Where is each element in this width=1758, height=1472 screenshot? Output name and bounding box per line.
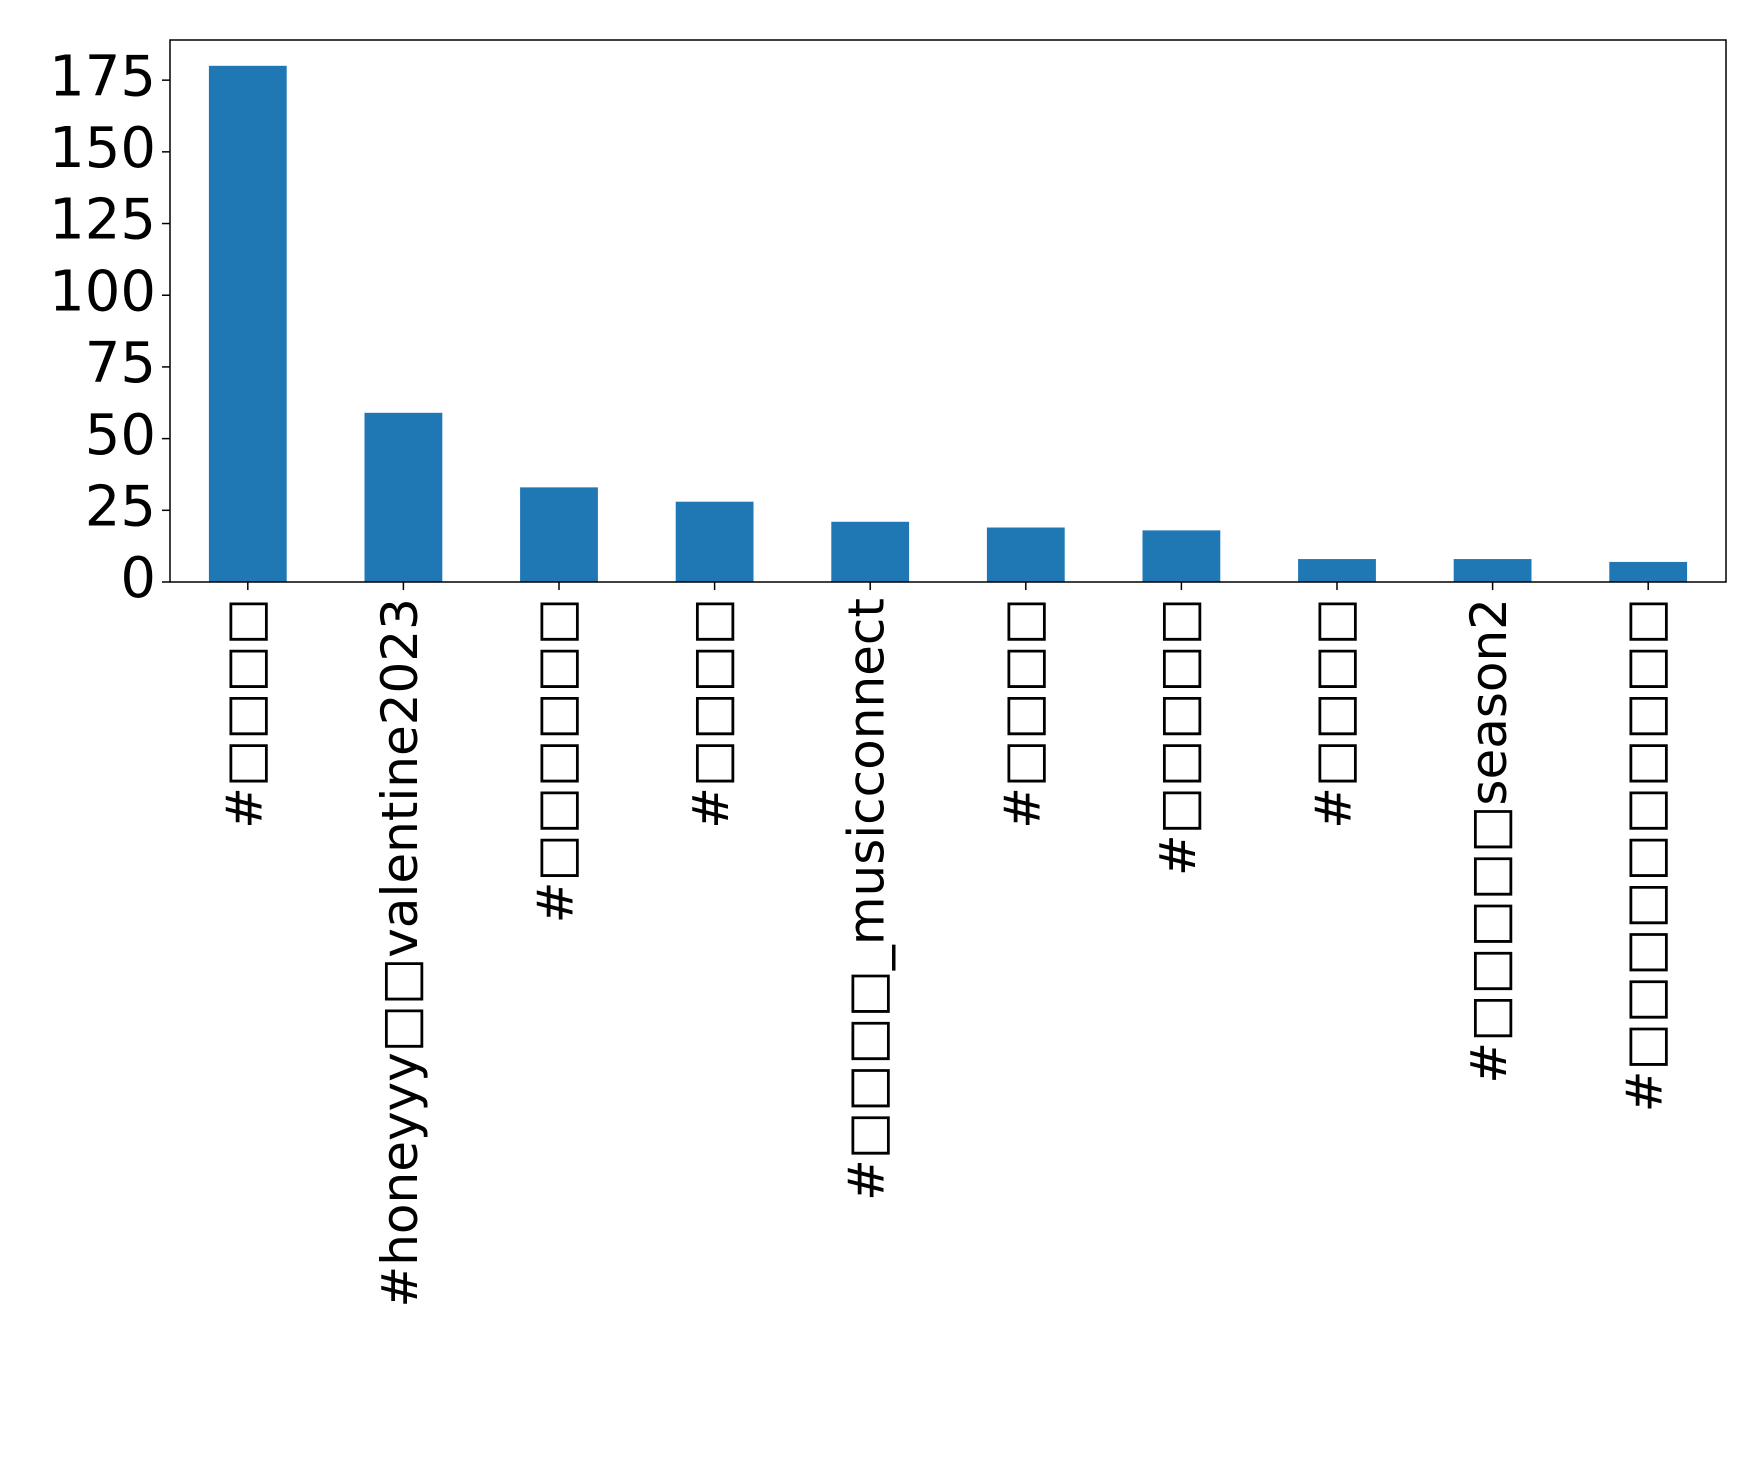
x-tick-label: #□□□□□□□□□□ xyxy=(1616,598,1674,1112)
y-tick-label: 175 xyxy=(49,44,156,109)
bar-9 xyxy=(1609,561,1688,582)
x-axis: #□□□□ #honeyyy□□valentine2023 #□□□□□□ #□□□□… xyxy=(215,582,1674,1308)
bar-1 xyxy=(364,412,443,582)
x-tick-label: #□□□□ xyxy=(682,598,740,829)
y-tick-label: 125 xyxy=(49,188,156,253)
x-tick-label: #□□□□ xyxy=(993,598,1051,829)
bar-4 xyxy=(831,521,910,582)
bar-2 xyxy=(520,487,598,582)
y-tick-label: 100 xyxy=(49,259,156,324)
x-tick-label: #honeyyy□□valentine2023 xyxy=(371,598,429,1308)
bar-8 xyxy=(1453,559,1532,582)
bar-5 xyxy=(986,527,1065,582)
x-tick-label: #□□□□□□ xyxy=(527,598,585,923)
plot-frame xyxy=(169,39,1727,583)
bar-3 xyxy=(675,501,754,582)
x-tick-label: #□□□□_musicconnect xyxy=(838,598,896,1201)
bar-0 xyxy=(208,65,287,583)
x-tick-label: #□□□□ xyxy=(1305,598,1363,829)
y-tick-label: 150 xyxy=(49,116,156,181)
x-tick-label: #□□□□□season2 xyxy=(1460,598,1518,1084)
x-tick-label: #□□□□□ xyxy=(1149,598,1207,876)
bars-group xyxy=(208,65,1688,583)
y-tick-label: 0 xyxy=(120,546,156,611)
x-tick-label: #□□□□ xyxy=(215,598,273,829)
y-tick-label: 25 xyxy=(85,474,156,539)
bar-7 xyxy=(1298,559,1376,582)
y-tick-label: 50 xyxy=(85,403,156,468)
y-tick-label: 75 xyxy=(85,331,156,396)
bar-6 xyxy=(1142,530,1221,582)
